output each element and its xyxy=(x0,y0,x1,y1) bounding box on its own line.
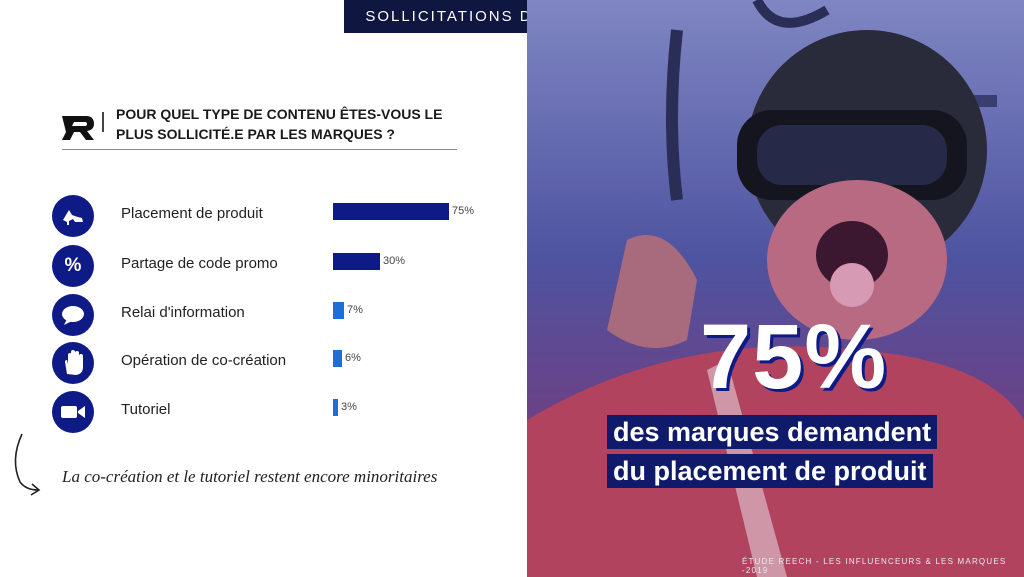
highlight-percentage: 75% xyxy=(700,306,888,408)
bar xyxy=(333,253,380,270)
bar xyxy=(333,399,338,416)
chart-row: % Partage de code promo 30% xyxy=(0,245,520,287)
category-label: Placement de produit xyxy=(121,205,263,222)
curved-arrow-icon xyxy=(14,433,41,496)
bar xyxy=(333,302,344,319)
category-label: Relai d'information xyxy=(121,304,245,321)
chart-row: Tutoriel 3% xyxy=(0,391,520,433)
divider xyxy=(62,149,457,150)
shoe-icon xyxy=(52,195,94,237)
bar xyxy=(333,350,342,367)
source-footer: ÉTUDE REECH - LES INFLUENCEURS & LES MAR… xyxy=(742,557,1007,575)
bar-value-label: 7% xyxy=(347,304,363,316)
reech-logo xyxy=(62,116,94,140)
bar-value-label: 30% xyxy=(383,255,406,267)
bar-value-label: 75% xyxy=(452,205,475,217)
chart-row: Placement de produit 75% xyxy=(0,195,520,237)
video-camera-icon xyxy=(52,391,94,433)
hand-icon xyxy=(52,342,94,384)
skier-photo xyxy=(527,0,1024,577)
bar xyxy=(333,203,449,220)
chart-row: Relai d'information 7% xyxy=(0,294,520,336)
highlight-line-2: du placement de produit xyxy=(607,454,933,488)
category-label: Tutoriel xyxy=(121,401,171,418)
percent-icon: % xyxy=(52,245,94,287)
chart-row: Opération de co-création 6% xyxy=(0,342,520,384)
speech-bubble-icon xyxy=(52,294,94,336)
footnote-text: La co-création et le tutoriel restent en… xyxy=(62,467,438,486)
category-label: Partage de code promo xyxy=(121,255,278,272)
bar-value-label: 3% xyxy=(341,401,357,413)
logo-separator xyxy=(102,112,104,132)
chart-question-title: POUR QUEL TYPE DE CONTENU ÊTES-VOUS LE P… xyxy=(116,106,443,142)
category-label: Opération de co-création xyxy=(121,352,287,369)
bar-value-label: 6% xyxy=(345,352,361,364)
highlight-line-1: des marques demandent xyxy=(607,415,938,449)
